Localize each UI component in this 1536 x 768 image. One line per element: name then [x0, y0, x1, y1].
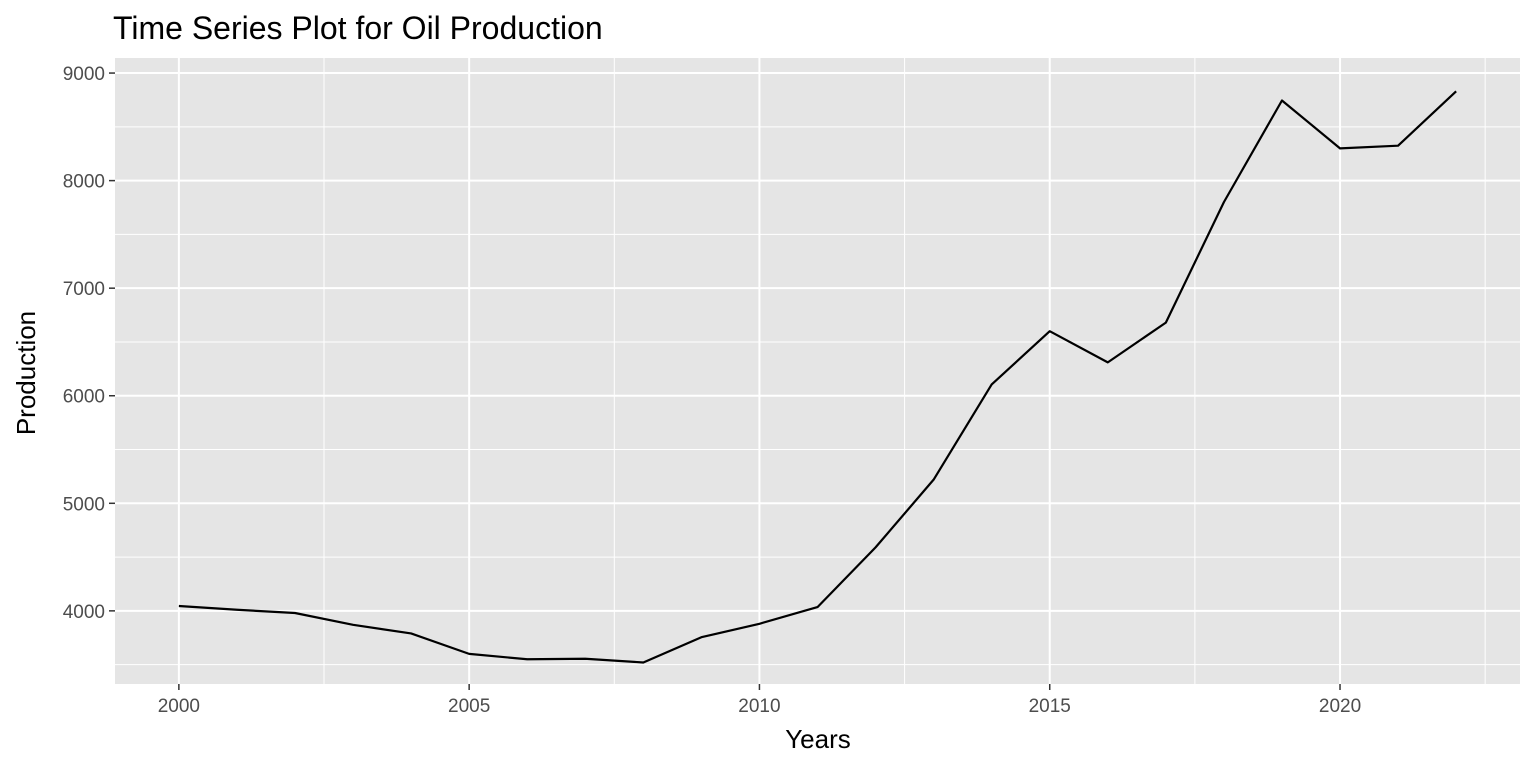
series-layer [178, 90, 1457, 664]
series-line [178, 90, 1457, 664]
y-axis: 4000 5000 6000 7000 8000 9000 [63, 64, 115, 623]
y-tick-label: 8000 [63, 172, 105, 193]
x-tick-label: 2010 [738, 696, 780, 717]
x-tick-label: 2020 [1319, 696, 1361, 717]
x-axis: 2000 2005 2010 2015 2020 [158, 684, 1361, 717]
x-tick-label: 2005 [448, 696, 490, 717]
y-tick-label: 5000 [63, 494, 105, 515]
y-tick-label: 6000 [63, 387, 105, 408]
x-tick-label: 2000 [158, 696, 200, 717]
y-axis-title: Production [11, 311, 41, 435]
y-tick-label: 4000 [63, 602, 105, 623]
chart-title: Time Series Plot for Oil Production [113, 10, 603, 46]
major-gridlines [115, 58, 1520, 684]
minor-gridlines [115, 58, 1520, 684]
plot-panel [115, 58, 1520, 684]
y-tick-label: 9000 [63, 64, 105, 85]
y-tick-label: 7000 [63, 279, 105, 300]
x-tick-label: 2015 [1029, 696, 1071, 717]
x-axis-title: Years [785, 724, 851, 754]
